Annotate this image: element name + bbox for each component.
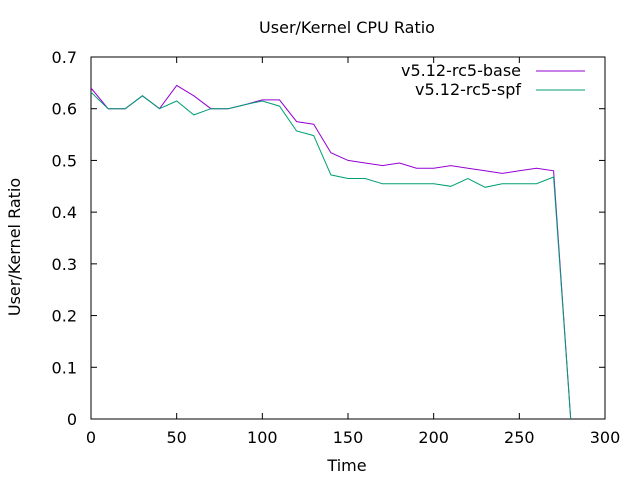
chart-title: User/Kernel CPU Ratio	[259, 18, 435, 37]
series-line-1	[90, 84, 572, 420]
y-tick-label: 0.2	[52, 307, 77, 326]
y-tick-label: 0.4	[52, 203, 77, 222]
y-tick-label: 0.1	[52, 358, 77, 377]
y-tick-label: 0	[67, 410, 77, 429]
y-tick-label: 0.3	[52, 255, 77, 274]
x-tick-label: 250	[504, 428, 535, 447]
legend-label-2: v5.12-rc5-spf	[415, 80, 521, 99]
x-axis-label: Time	[326, 456, 366, 475]
x-tick-label: 0	[86, 428, 96, 447]
x-tick-label: 200	[418, 428, 449, 447]
plot-frame	[90, 56, 606, 420]
y-tick-label: 0.7	[52, 48, 77, 67]
x-tick-label: 150	[333, 428, 364, 447]
x-tick-label: 300	[590, 428, 621, 447]
y-tick-label: 0.5	[52, 151, 77, 170]
x-tick-label: 50	[166, 428, 186, 447]
legend-label-1: v5.12-rc5-base	[401, 61, 521, 80]
series-line-2	[90, 91, 572, 420]
x-tick-label: 100	[247, 428, 278, 447]
series-group	[90, 84, 572, 420]
y-tick-label: 0.6	[52, 100, 77, 119]
axes: 0 50 100 150 200 250 300 0 0.1 0.2 0.3 0.4 0.5 0.6 0.7	[52, 48, 621, 447]
y-axis-label: User/Kernel Ratio	[5, 178, 24, 316]
